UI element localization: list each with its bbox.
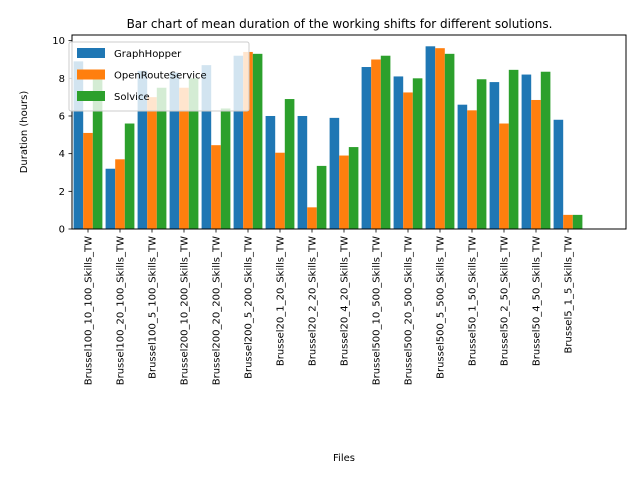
x-tick-label: Brussel200_20_200_Skills_TW — [212, 236, 223, 385]
bar-solvice-0 — [92, 78, 103, 229]
bar-solvice-12 — [476, 79, 487, 229]
chart-title: Bar chart of mean duration of the workin… — [127, 17, 553, 31]
bar-solvice-14 — [540, 71, 551, 229]
y-tick-label: 6 — [59, 111, 65, 122]
bar-solvice-11 — [444, 53, 455, 229]
bar-solvice-13 — [508, 69, 519, 229]
x-tick-label: Brussel100_5_100_Skills_TW — [148, 236, 159, 379]
x-tick-label: Brussel5_1_5_Skills_TW — [564, 236, 575, 354]
x-tick-label: Brussel20_4_20_Skills_TW — [340, 236, 351, 366]
bar-openrouteservice-1 — [115, 159, 125, 229]
legend-label-graphhopper: GraphHopper — [114, 49, 182, 60]
bar-graphhopper-12 — [457, 104, 468, 229]
x-tick-label: Brussel200_10_200_Skills_TW — [180, 236, 191, 385]
legend-frame — [68, 41, 250, 112]
y-tick-label: 8 — [59, 74, 65, 85]
bar-graphhopper-10 — [393, 76, 404, 229]
bar-openrouteservice-3 — [179, 87, 189, 230]
bar-graphhopper-1 — [105, 168, 116, 229]
bar-openrouteservice-9 — [371, 59, 381, 229]
bar-graphhopper-13 — [489, 82, 500, 229]
bar-graphhopper-8 — [329, 117, 340, 229]
x-tick-label: Brussel100_10_100_Skills_TW — [84, 236, 95, 385]
plot-area-frame — [71, 34, 627, 230]
x-tick-label: Brussel20_2_20_Skills_TW — [308, 236, 319, 366]
bar-openrouteservice-11 — [435, 48, 445, 230]
bar-openrouteservice-7 — [307, 207, 317, 229]
bar-graphhopper-6 — [265, 115, 276, 229]
y-tick-label: 4 — [59, 149, 65, 160]
x-tick-label: Brussel50_2_50_Skills_TW — [500, 236, 511, 366]
bar-openrouteservice-0 — [83, 132, 93, 229]
y-tick-label: 0 — [59, 225, 65, 236]
bar-openrouteservice-4 — [211, 145, 221, 229]
bar-solvice-9 — [380, 55, 391, 229]
y-tick-label: 10 — [52, 36, 65, 47]
x-tick-label: Brussel50_4_50_Skills_TW — [532, 236, 543, 366]
legend-swatch-graphhopper — [77, 48, 105, 58]
bar-openrouteservice-2 — [147, 97, 157, 229]
bar-solvice-6 — [284, 99, 295, 229]
bar-solvice-1 — [124, 123, 135, 229]
bar-solvice-5 — [252, 53, 263, 229]
bar-openrouteservice-15 — [563, 214, 573, 229]
bar-graphhopper-5 — [233, 55, 244, 229]
x-tick-label: Brussel500_20_500_Skills_TW — [404, 236, 415, 385]
bar-graphhopper-2 — [137, 70, 148, 229]
bar-openrouteservice-6 — [275, 152, 285, 229]
x-tick-label: Brussel500_5_500_Skills_TW — [436, 236, 447, 379]
legend-label-openrouteservice: OpenRouteService — [114, 71, 207, 82]
legend: GraphHopper OpenRouteService Solvice — [68, 41, 250, 112]
y-tick-label: 2 — [59, 187, 65, 198]
bar-graphhopper-15 — [553, 119, 564, 229]
x-tick-label: Brussel500_10_500_Skills_TW — [372, 236, 383, 385]
bar-openrouteservice-14 — [531, 99, 541, 229]
bar-graphhopper-9 — [361, 67, 372, 230]
bar-graphhopper-4 — [201, 65, 212, 229]
x-axis: Brussel100_10_100_Skills_TW Brussel100_20… — [84, 229, 575, 385]
bar-openrouteservice-10 — [403, 92, 413, 229]
bar-graphhopper-14 — [521, 74, 532, 229]
bar-graphhopper-11 — [425, 46, 436, 229]
bar-graphhopper-7 — [297, 115, 308, 229]
y-axis-label: Duration (hours) — [19, 91, 30, 174]
x-axis-label: Files — [333, 453, 355, 464]
legend-swatch-solvice — [77, 91, 105, 101]
x-tick-label: Brussel200_5_200_Skills_TW — [244, 236, 255, 379]
bar-openrouteservice-12 — [467, 110, 477, 229]
bar-solvice-4 — [220, 108, 231, 229]
bar-openrouteservice-5 — [243, 51, 253, 230]
x-tick-label: Brussel100_20_100_Skills_TW — [116, 236, 127, 385]
legend-label-solvice: Solvice — [114, 92, 150, 103]
bars-group — [73, 46, 583, 230]
bar-solvice-7 — [316, 165, 327, 229]
legend-swatch-openrouteservice — [77, 69, 105, 80]
bar-solvice-10 — [412, 78, 423, 229]
bar-solvice-8 — [348, 147, 359, 229]
bar-solvice-3 — [188, 78, 199, 229]
x-tick-label: Brussel20_1_20_Skills_TW — [276, 236, 287, 366]
bar-graphhopper-0 — [73, 61, 84, 230]
bar-graphhopper-3 — [169, 72, 180, 229]
bar-solvice-2 — [156, 87, 167, 230]
bar-openrouteservice-13 — [499, 123, 509, 229]
bar-openrouteservice-8 — [339, 155, 349, 229]
bar-solvice-15 — [572, 214, 583, 229]
x-tick-label: Brussel50_1_50_Skills_TW — [468, 236, 479, 366]
